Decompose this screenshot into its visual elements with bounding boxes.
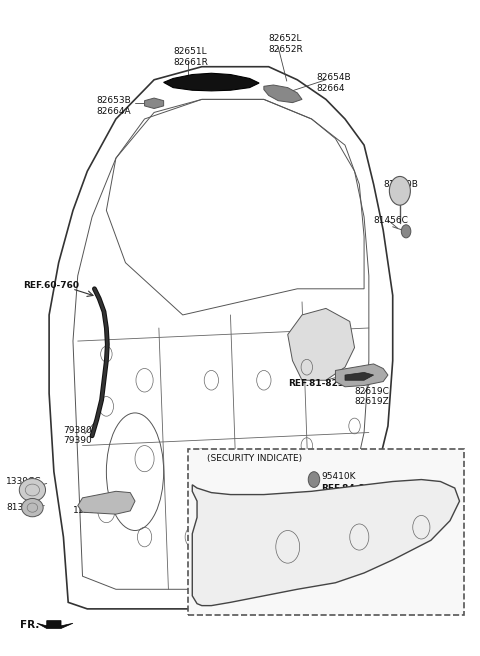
Polygon shape [164,73,259,91]
Text: REF.60-760: REF.60-760 [23,281,79,290]
Text: (SECURITY INDICATE): (SECURITY INDICATE) [206,454,302,463]
Text: REF.81-823: REF.81-823 [288,379,344,388]
Ellipse shape [22,499,43,517]
Text: 82651L
82661R: 82651L 82661R [173,47,208,67]
Text: 1125DL: 1125DL [73,506,108,516]
Text: 82653B
82664A: 82653B 82664A [97,96,132,115]
Text: FR.: FR. [21,620,40,630]
Circle shape [308,472,320,487]
Polygon shape [264,85,302,102]
Text: 79380
79390: 79380 79390 [63,426,92,445]
FancyBboxPatch shape [188,449,464,615]
Polygon shape [288,308,355,380]
Text: 81456C: 81456C [373,216,408,225]
Text: 82619C
82619Z: 82619C 82619Z [355,387,389,406]
Text: REF.84-847: REF.84-847 [321,484,378,493]
Text: 82654B
82664: 82654B 82664 [316,73,351,92]
Text: 82652L
82652R: 82652L 82652R [269,34,303,54]
Polygon shape [78,491,135,514]
Text: 81350B: 81350B [383,180,418,189]
Polygon shape [192,480,459,605]
Polygon shape [144,98,164,108]
Polygon shape [336,364,388,387]
Text: 95410K: 95410K [321,472,356,482]
Ellipse shape [19,479,46,501]
Circle shape [401,225,411,238]
Text: 81335: 81335 [6,503,35,512]
Polygon shape [345,373,373,380]
Polygon shape [37,621,73,628]
Circle shape [389,176,410,205]
Text: 1339CC: 1339CC [6,477,42,486]
